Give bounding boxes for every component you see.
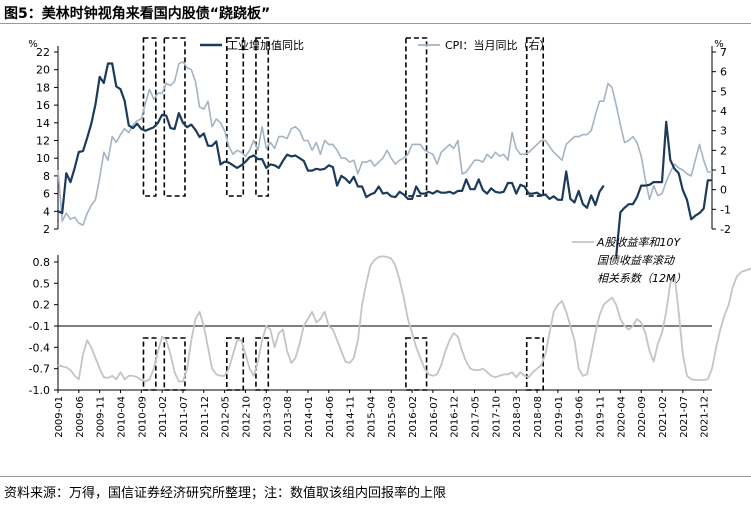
- top-right-tick-label: 3: [720, 125, 727, 138]
- top-left-axis-ticks: 22 20 18 16 14 12 10 8 6 4 2: [36, 46, 59, 236]
- x-tick-label: 2020-09: [637, 396, 648, 438]
- x-tick-label: 2014-01: [304, 396, 315, 438]
- x-axis-tick-labels: 2009-01 2009-06 2009-11 2010-04 2010-09 2011-…: [54, 389, 712, 438]
- bottom-left-tick-label: -0.7: [29, 363, 50, 376]
- top-left-tick-label: 12: [36, 135, 50, 148]
- x-tick-label: 2010-04: [116, 396, 127, 438]
- x-tick-label: 2015-04: [366, 396, 377, 438]
- x-tick-label: 2019-06: [575, 396, 586, 438]
- x-tick-label: 2021-02: [658, 396, 669, 438]
- x-tick-label: 2012-10: [241, 396, 252, 438]
- x-tick-label: 2017-10: [491, 396, 502, 438]
- top-left-tick-label: 16: [36, 99, 50, 112]
- bottom-left-tick-label: -1.0: [29, 384, 50, 397]
- bottom-left-tick-label: -0.4: [29, 341, 50, 354]
- bottom-left-tick-label: 0.5: [33, 277, 51, 290]
- x-tick-label: 2019-11: [596, 396, 607, 438]
- x-tick-label: 2016-07: [429, 396, 440, 438]
- x-tick-label: 2018-08: [533, 396, 544, 438]
- x-tick-label: 2011-02: [158, 396, 169, 438]
- x-tick-label: 2009-06: [75, 396, 86, 438]
- bottom-left-tick-label: 0.8: [33, 256, 51, 269]
- legend-corr-line1: A股收益率和10Y: [596, 236, 682, 249]
- x-tick-label: 2009-11: [96, 396, 107, 438]
- x-tick-label: 2014-11: [346, 396, 357, 438]
- top-highlight-box: [142, 37, 157, 197]
- top-right-tick-label: 6: [720, 66, 727, 79]
- top-legend: 工业增加值同比 CPI：当月同比（右）: [200, 38, 551, 52]
- x-tick-label: 2010-09: [137, 396, 148, 438]
- bottom-legend: A股收益率和10Y 国债收益率滚动 相关系数（12M）: [572, 236, 687, 285]
- cpi-series-line: [57, 60, 712, 226]
- top-right-unit-label: %: [714, 39, 724, 50]
- x-tick-label: 2021-12: [700, 396, 711, 438]
- top-highlight-box: [525, 37, 545, 197]
- top-right-tick-label: -2: [720, 223, 731, 236]
- legend-corr-line3: 相关系数（12M）: [597, 272, 687, 285]
- top-right-tick-label: 7: [720, 46, 727, 59]
- figure-source-note: 资料来源：万得，国信证券经济研究所整理；注：数值取该组内回报率的上限: [4, 486, 447, 501]
- x-tick-label: 2011-07: [179, 396, 190, 438]
- top-left-tick-label: 22: [36, 46, 50, 59]
- top-right-tick-label: 2: [720, 144, 727, 157]
- lower-panel: 0.8 0.5 0.2 -0.1 -0.4 -0.7 -1.0 2009-01 2009-06…: [29, 236, 751, 438]
- top-left-unit-label: %: [28, 39, 38, 50]
- top-left-tick-label: 2: [43, 223, 50, 236]
- bottom-left-axis-ticks: 0.8 0.5 0.2 -0.1 -0.4 -0.7 -1.0: [29, 255, 59, 397]
- bottom-left-tick-label: 0.2: [33, 299, 51, 312]
- legend-industrial-label: 工业增加值同比: [227, 38, 304, 52]
- footer-divider: [0, 476, 751, 477]
- x-tick-label: 2014-06: [325, 396, 336, 438]
- x-tick-label: 2021-07: [679, 396, 690, 438]
- x-tick-label: 2013-03: [262, 396, 273, 438]
- x-tick-label: 2013-08: [283, 396, 294, 438]
- top-highlight-box: [405, 37, 428, 197]
- top-left-tick-label: 10: [36, 152, 50, 165]
- correlation-series-line: [57, 255, 751, 383]
- x-tick-label: 2019-01: [554, 396, 565, 438]
- top-right-tick-label: -1: [720, 203, 731, 216]
- industrial-series-line: [57, 62, 605, 215]
- bottom-left-tick-label: -0.1: [29, 320, 50, 333]
- top-right-tick-label: 5: [720, 85, 727, 98]
- top-highlight-box: [255, 37, 270, 197]
- figure-title: 图5：美林时钟视角来看国内股债“跷跷板”: [4, 6, 271, 22]
- top-highlight-boxes: [142, 37, 545, 197]
- x-tick-label: 2016-12: [450, 396, 461, 438]
- top-left-tick-label: 4: [43, 205, 50, 218]
- top-right-tick-label: 4: [720, 105, 727, 118]
- x-tick-label: 2009-01: [54, 396, 65, 438]
- x-tick-label: 2020-04: [616, 396, 627, 438]
- top-left-tick-label: 6: [43, 188, 50, 201]
- top-highlight-box: [225, 37, 245, 197]
- top-highlight-box: [163, 37, 186, 197]
- x-tick-label: 2017-05: [471, 396, 482, 438]
- x-tick-label: 2012-05: [221, 396, 232, 438]
- x-tick-label: 2011-12: [200, 396, 211, 438]
- top-right-axis-ticks: 7 6 5 4 3 2 1 0 -1 -2: [711, 46, 731, 236]
- top-left-tick-label: 18: [36, 81, 50, 94]
- x-tick-label: 2015-09: [387, 396, 398, 438]
- legend-cpi-label: CPI：当月同比（右）: [445, 38, 551, 52]
- bottom-highlight-boxes: [142, 337, 545, 391]
- top-right-tick-label: 1: [720, 164, 727, 177]
- top-left-tick-label: 14: [36, 117, 50, 130]
- top-series-lines: [57, 60, 712, 257]
- top-left-tick-label: 20: [36, 64, 50, 77]
- legend-corr-line2: 国债收益率滚动: [597, 254, 676, 267]
- title-divider: [0, 23, 751, 24]
- x-tick-label: 2018-03: [512, 396, 523, 438]
- industrial-series-line: [615, 120, 712, 257]
- top-right-tick-label: 0: [720, 184, 727, 197]
- top-left-tick-label: 8: [43, 170, 50, 183]
- x-tick-label: 2016-02: [408, 396, 419, 438]
- bottom-series-lines: [57, 255, 751, 383]
